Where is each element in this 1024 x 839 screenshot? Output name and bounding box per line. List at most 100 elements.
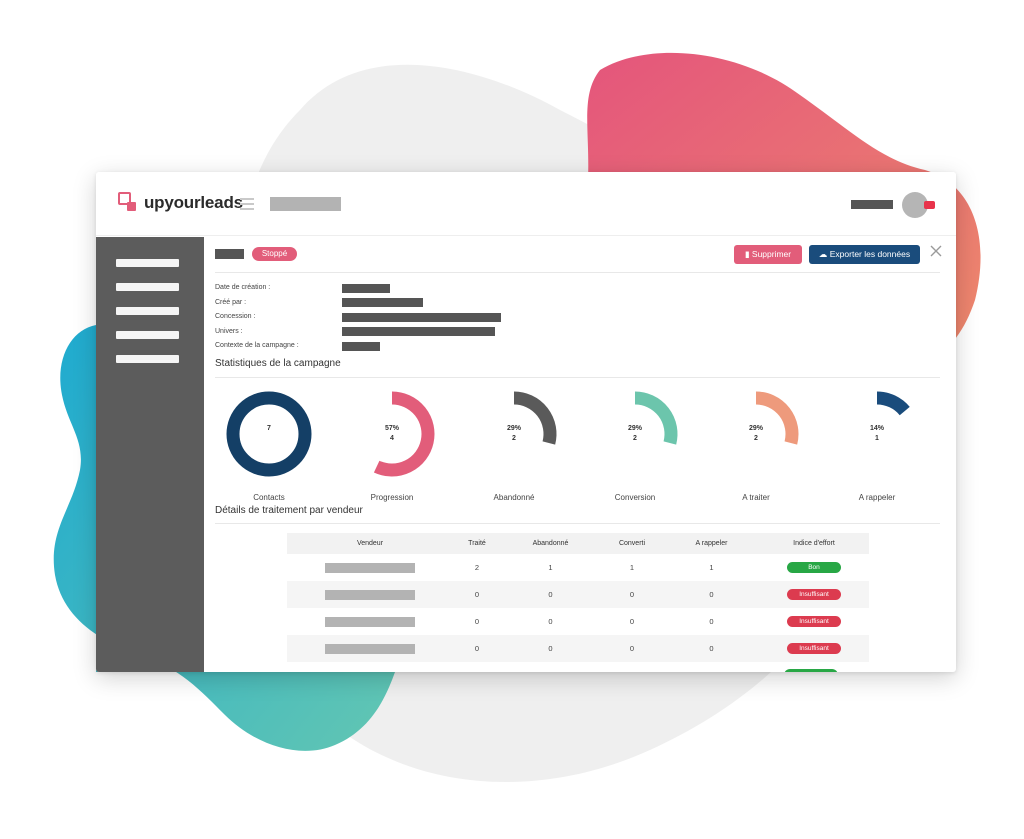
cell-traite: 2 <box>474 563 480 572</box>
cell-a-rappeler: 0 <box>709 617 714 626</box>
page-title-redacted <box>270 197 341 211</box>
col-converti: Converti <box>618 540 646 547</box>
stats-divider <box>215 377 940 378</box>
info-label-context: Contexte de la campagne : <box>215 342 299 349</box>
export-button[interactable]: ☁ Exporter les données <box>809 245 920 264</box>
cell-a-rappeler: 0 <box>709 644 714 653</box>
donut-arc <box>513 391 557 445</box>
donut-arc <box>226 391 312 477</box>
teal-blob <box>53 325 395 751</box>
col-a-rappeler: A rappeler <box>695 540 728 547</box>
sidebar-item-5[interactable] <box>116 355 179 363</box>
donut-a-traiter <box>755 391 799 445</box>
cell-converti: 0 <box>629 617 635 626</box>
col-indice-effort: Indice d'effort <box>793 540 835 547</box>
vendor-name-redacted <box>325 589 415 600</box>
info-label-date: Date de création : <box>215 284 271 291</box>
stat-label-abandonne: Abandonné <box>493 493 535 502</box>
donut-contacts <box>226 391 312 477</box>
stat-label-a-traiter: A traiter <box>742 493 770 502</box>
donut-count-progression: 4 <box>390 435 394 442</box>
logo-mark-icon <box>118 192 140 214</box>
header-divider <box>215 272 940 273</box>
donut-arc <box>634 391 678 445</box>
donut-count-a-rappeler: 1 <box>875 435 879 442</box>
trash-icon: ▮ <box>744 249 752 259</box>
cell-converti: 0 <box>629 644 635 653</box>
info-label-concession: Concession : <box>215 313 256 320</box>
effort-badge: Insuffisant <box>787 616 841 627</box>
cell-traite: 0 <box>474 617 480 626</box>
donut-arc <box>755 391 799 445</box>
avatar[interactable] <box>902 192 928 218</box>
donut-value-contacts: 7 <box>267 425 271 432</box>
notification-indicator <box>924 201 935 209</box>
effort-badge: Insuffisant <box>787 643 841 654</box>
brand-name: upyourleads <box>144 193 243 212</box>
vendor-name-redacted <box>325 562 415 573</box>
delete-button-label: Supprimer <box>751 249 792 259</box>
donut-percent-a-traiter: 29% <box>748 425 763 432</box>
info-label-author: Créé par : <box>215 299 247 306</box>
cell-converti: 0 <box>629 590 635 599</box>
campaign-name-redacted <box>215 249 244 259</box>
col-abandonne: Abandonné <box>532 540 569 547</box>
cell-a-rappeler: 1 <box>709 563 714 572</box>
effort-badge: Insuffisant <box>787 589 841 600</box>
hamburger-menu-icon[interactable] <box>240 198 254 210</box>
donut-abandonne <box>513 391 557 445</box>
sidebar-item-3[interactable] <box>116 307 179 315</box>
vendors-divider <box>215 523 940 524</box>
col-vendeur: Vendeur <box>356 540 384 547</box>
cell-abandonne: 0 <box>548 617 553 626</box>
donut-progression <box>373 391 435 477</box>
close-icon[interactable] <box>930 245 942 257</box>
info-value-date-redacted <box>342 284 390 293</box>
sidebar-item-4[interactable] <box>116 331 179 339</box>
cell-abandonne: 0 <box>548 644 553 653</box>
info-label-universe: Univers : <box>215 328 243 335</box>
stat-label-contacts: Contacts <box>253 493 285 502</box>
stat-label-conversion: Conversion <box>614 493 656 502</box>
cell-abandonne: 0 <box>548 590 553 599</box>
info-value-concession-redacted <box>342 313 501 322</box>
info-value-context-redacted <box>342 342 380 351</box>
sidebar <box>96 237 204 672</box>
stat-label-progression: Progression <box>370 493 414 502</box>
donut-arc <box>876 391 910 416</box>
info-value-universe-redacted <box>342 327 495 336</box>
donut-a-rappeler <box>876 391 910 416</box>
cell-abandonne: 1 <box>548 563 553 572</box>
donut-count-a-traiter: 2 <box>754 435 758 442</box>
stats-section-title: Statistiques de la campagne <box>215 358 341 369</box>
info-value-author-redacted <box>342 298 423 307</box>
cloud-download-icon: ☁ <box>818 249 830 259</box>
effort-badge: Bon <box>787 562 841 573</box>
donut-percent-progression: 57% <box>384 425 399 432</box>
vendor-name-redacted <box>325 643 415 654</box>
cell-traite: 0 <box>474 590 480 599</box>
main-content: Stoppé ▮ Supprimer ☁ Exporter les donnée… <box>204 237 956 672</box>
table-row: 2 1 1 1 Bon <box>287 554 869 581</box>
user-name-redacted <box>851 200 893 209</box>
table-row: 0 0 0 0 Insuffisant <box>287 608 869 635</box>
sidebar-item-2[interactable] <box>116 283 179 291</box>
cell-a-rappeler: 0 <box>709 590 714 599</box>
brand-logo[interactable]: upyourleads <box>118 192 243 214</box>
col-traite: Traité <box>468 540 486 547</box>
vendors-table: Vendeur Traité Abandonné Converti A rapp… <box>287 533 869 662</box>
delete-button[interactable]: ▮ Supprimer <box>734 245 802 264</box>
donut-conversion <box>634 391 678 445</box>
table-row: 0 0 0 0 Insuffisant <box>287 581 869 608</box>
donut-arc <box>373 391 435 477</box>
donut-count-conversion: 2 <box>633 435 637 442</box>
table-header: Vendeur Traité Abandonné Converti A rapp… <box>287 533 869 554</box>
donut-percent-abandonne: 29% <box>506 425 521 432</box>
top-bar: upyourleads <box>96 172 956 236</box>
vendor-name-redacted <box>325 616 415 627</box>
sidebar-item-1[interactable] <box>116 259 179 267</box>
donut-count-abandonne: 2 <box>512 435 516 442</box>
status-badge: Stoppé <box>252 247 297 261</box>
donut-percent-conversion: 29% <box>627 425 642 432</box>
donut-percent-a-rappeler: 14% <box>869 425 884 432</box>
